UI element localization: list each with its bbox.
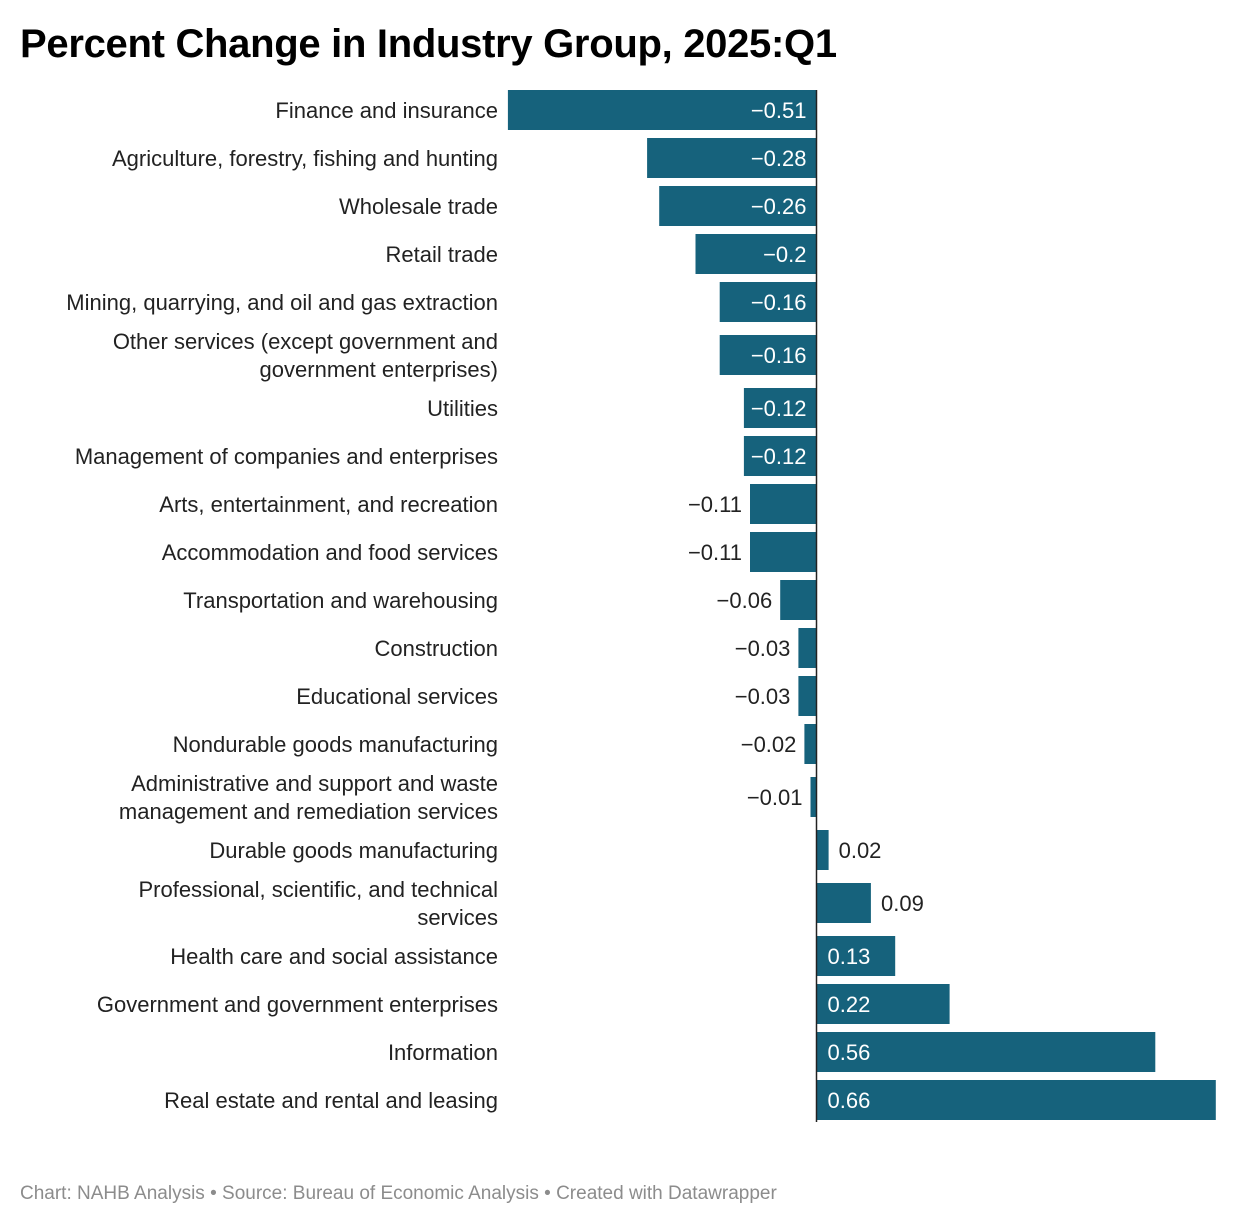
category-label: Professional, scientific, and technical s…	[138, 877, 498, 930]
bar	[798, 676, 817, 716]
bar	[816, 1032, 1156, 1072]
category-label: Information	[388, 1040, 498, 1065]
category-label: Finance and insurance	[275, 98, 498, 123]
category-label: Nondurable goods manufacturing	[173, 732, 498, 757]
bar	[743, 388, 817, 428]
bar	[804, 724, 817, 764]
value-label: −0.02	[741, 732, 797, 757]
category-label: Transportation and warehousing	[183, 588, 498, 613]
value-label: −0.11	[688, 492, 742, 517]
category-label: Wholesale trade	[339, 194, 498, 219]
category-label: Construction	[374, 636, 498, 661]
category-label: Retail trade	[385, 242, 498, 267]
category-label: Health care and social assistance	[170, 944, 498, 969]
bar	[816, 830, 829, 870]
category-label: Administrative and support and waste mana…	[119, 771, 498, 824]
footer-separator: •	[544, 1183, 551, 1204]
value-label: 0.09	[881, 891, 924, 916]
footer-tool: Created with Datawrapper	[556, 1183, 777, 1204]
value-label: −0.16	[751, 343, 807, 368]
category-label: Educational services	[296, 684, 498, 709]
footer-credit: Chart: NAHB Analysis	[20, 1183, 205, 1204]
bar	[810, 777, 817, 817]
bar	[695, 234, 817, 274]
value-label: −0.03	[735, 684, 791, 709]
value-label: −0.11	[688, 540, 742, 565]
category-label: Durable goods manufacturing	[209, 838, 498, 863]
value-label: −0.03	[735, 636, 791, 661]
category-label: Government and government enterprises	[97, 992, 498, 1017]
bar	[719, 282, 817, 322]
bar	[750, 484, 817, 524]
bar	[750, 532, 817, 572]
value-label: 0.13	[828, 944, 871, 969]
value-label: −0.01	[747, 785, 803, 810]
category-label: Other services (except government and gov…	[113, 329, 498, 382]
value-label: −0.2	[763, 242, 806, 267]
bars-group	[507, 90, 1216, 1120]
footer-separator: •	[210, 1183, 217, 1204]
value-label: −0.12	[751, 396, 807, 421]
category-label: Mining, quarrying, and oil and gas extra…	[66, 290, 498, 315]
bar	[816, 883, 871, 923]
category-label: Arts, entertainment, and recreation	[159, 492, 498, 517]
bar	[816, 984, 950, 1024]
bar	[780, 580, 817, 620]
category-label: Accommodation and food services	[162, 540, 498, 565]
value-label: −0.06	[717, 588, 773, 613]
bar	[659, 186, 817, 226]
bar-chart: Finance and insurance Agriculture, forest…	[66, 90, 1216, 1122]
value-label: −0.51	[751, 98, 807, 123]
bar	[647, 138, 817, 178]
value-label: 0.02	[839, 838, 882, 863]
bar	[816, 936, 896, 976]
value-labels-group: −0.51−0.28−0.26−0.2−0.16−0.16−0.12−0.12−…	[688, 98, 924, 1113]
value-label: 0.56	[828, 1040, 871, 1065]
value-label: 0.22	[828, 992, 871, 1017]
chart-title: Percent Change in Industry Group, 2025:Q…	[20, 22, 837, 66]
value-label: −0.16	[751, 290, 807, 315]
value-label: −0.26	[751, 194, 807, 219]
value-label: 0.66	[828, 1088, 871, 1113]
bar	[816, 1080, 1216, 1120]
category-label: Management of companies and enterprises	[75, 444, 498, 469]
value-label: −0.28	[751, 146, 807, 171]
bar	[719, 335, 817, 375]
value-label: −0.12	[751, 444, 807, 469]
bar	[507, 90, 817, 130]
category-label: Real estate and rental and leasing	[164, 1088, 498, 1113]
chart-footer: Chart: NAHB Analysis • Source: Bureau of…	[20, 1183, 777, 1205]
category-label: Agriculture, forestry, fishing and hunti…	[112, 146, 498, 171]
bar	[798, 628, 817, 668]
footer-source: Source: Bureau of Economic Analysis	[222, 1183, 539, 1204]
bar	[743, 436, 817, 476]
category-label: Utilities	[427, 396, 498, 421]
category-labels-group: Finance and insurance Agriculture, forest…	[66, 98, 498, 1113]
